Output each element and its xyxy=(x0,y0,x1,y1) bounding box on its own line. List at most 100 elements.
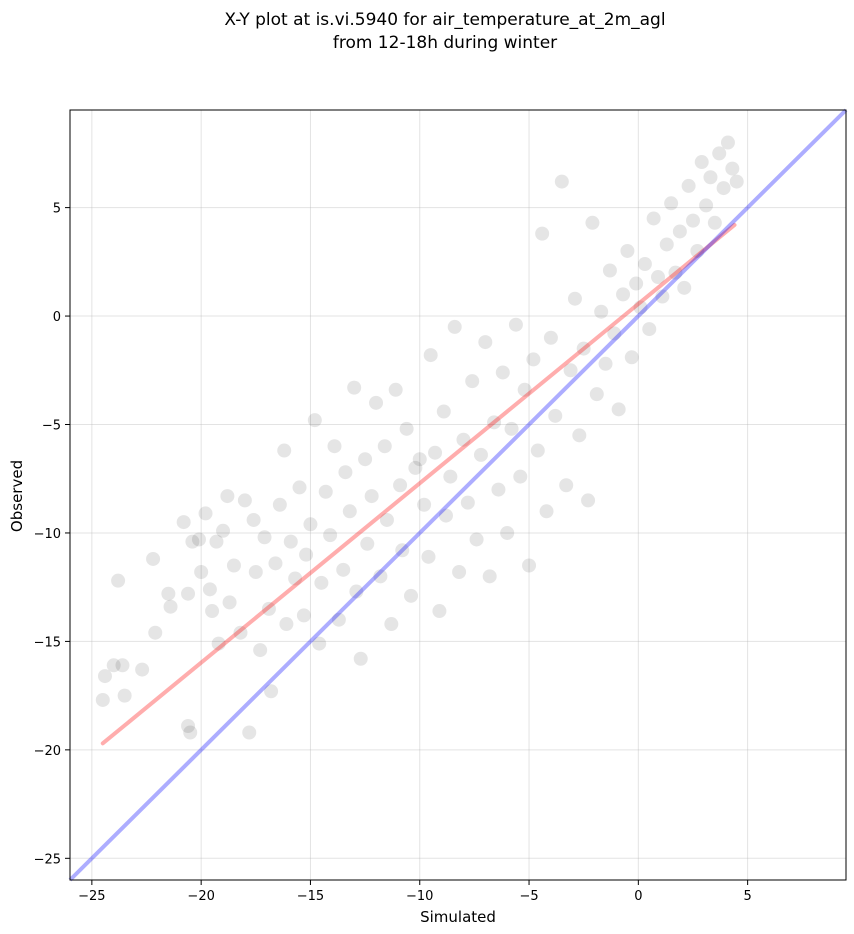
data-point xyxy=(428,445,443,460)
data-point xyxy=(725,161,740,176)
data-point xyxy=(205,604,220,619)
data-point xyxy=(194,565,209,579)
data-point xyxy=(216,523,231,538)
x-tick-label: 5 xyxy=(743,889,751,904)
plot-frame xyxy=(69,109,847,881)
data-point xyxy=(279,617,294,632)
data-point xyxy=(500,525,515,540)
data-point xyxy=(513,469,528,484)
data-point xyxy=(495,365,510,380)
data-point xyxy=(572,428,587,443)
data-point xyxy=(338,465,353,480)
data-point xyxy=(539,504,554,519)
data-point xyxy=(146,551,161,566)
data-point xyxy=(443,469,458,484)
data-point xyxy=(95,692,110,707)
data-point xyxy=(602,263,617,278)
data-point xyxy=(436,404,451,419)
data-point xyxy=(681,178,696,193)
data-point xyxy=(318,484,333,499)
data-point xyxy=(106,658,121,673)
data-point xyxy=(554,174,569,189)
data-point xyxy=(395,543,410,558)
data-point xyxy=(292,480,307,495)
data-point xyxy=(257,530,272,545)
data-point xyxy=(277,443,292,458)
data-point xyxy=(456,432,471,447)
data-point xyxy=(233,625,248,640)
y-tick-label: −10 xyxy=(34,527,61,542)
data-point xyxy=(412,452,427,467)
data-point xyxy=(347,380,362,395)
data-point xyxy=(268,556,283,571)
data-point xyxy=(465,374,480,389)
data-point xyxy=(642,322,657,337)
data-point xyxy=(388,382,403,397)
data-point xyxy=(253,643,268,658)
data-point xyxy=(331,612,346,627)
data-point xyxy=(616,287,631,302)
data-point xyxy=(504,421,519,436)
data-point xyxy=(581,493,596,508)
data-point xyxy=(408,460,423,475)
data-point xyxy=(314,575,329,590)
data-point xyxy=(664,196,679,211)
data-point xyxy=(379,512,394,527)
data-point xyxy=(202,582,217,597)
y-tick-label: −20 xyxy=(34,744,61,759)
y-tick-label: 0 xyxy=(53,310,61,325)
data-point xyxy=(384,617,399,632)
data-point xyxy=(261,601,276,616)
data-point xyxy=(535,226,550,241)
data-point xyxy=(161,586,176,601)
data-point xyxy=(198,506,213,521)
data-point xyxy=(181,586,196,601)
data-point xyxy=(323,528,338,543)
data-point xyxy=(312,636,327,651)
chart-title: X-Y plot at is.vi.5940 for air_temperatu… xyxy=(224,10,665,30)
data-point xyxy=(393,478,408,493)
y-tick-label: −15 xyxy=(34,635,61,650)
data-point xyxy=(176,515,191,530)
data-point xyxy=(211,636,226,651)
data-point xyxy=(283,534,298,549)
data-point xyxy=(563,363,578,378)
data-point xyxy=(646,211,661,226)
data-point xyxy=(399,421,414,436)
data-point xyxy=(369,395,384,410)
data-point xyxy=(690,243,705,258)
data-point xyxy=(469,532,484,547)
data-point xyxy=(611,402,626,417)
data-point xyxy=(181,719,196,733)
grid xyxy=(70,110,846,880)
data-point xyxy=(707,215,722,230)
data-point xyxy=(637,257,652,271)
data-point xyxy=(307,413,322,428)
scatter-points xyxy=(95,135,744,740)
data-point xyxy=(712,146,727,161)
data-point xyxy=(720,135,735,150)
data-point xyxy=(487,415,502,430)
axis-ticks: −25 −20 −15 −10 −5 0 5 −25 −20 −15 −10 −5 0 5 xyxy=(34,202,752,904)
data-point xyxy=(548,408,563,423)
chart-subtitle: from 12-18h during winter xyxy=(333,33,557,53)
data-point xyxy=(364,489,379,504)
data-point xyxy=(111,573,126,588)
data-point xyxy=(360,536,375,551)
data-point xyxy=(589,387,604,402)
data-point xyxy=(353,651,368,666)
data-point xyxy=(115,658,130,673)
data-point xyxy=(242,725,257,740)
data-point xyxy=(655,289,670,304)
data-point xyxy=(183,725,198,740)
data-point xyxy=(248,565,263,579)
data-point xyxy=(576,341,591,356)
data-point xyxy=(373,569,388,584)
data-point xyxy=(694,155,709,170)
data-point xyxy=(342,504,357,519)
data-point xyxy=(543,330,558,345)
x-tick-label: 0 xyxy=(634,889,642,904)
data-point xyxy=(185,534,200,549)
data-point xyxy=(699,198,714,213)
data-point xyxy=(517,382,532,397)
